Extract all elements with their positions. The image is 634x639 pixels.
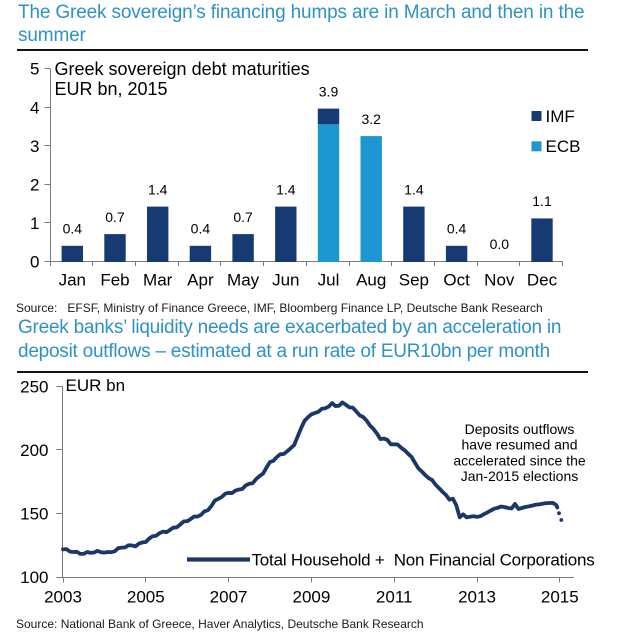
- svg-text:2005: 2005: [127, 587, 165, 606]
- svg-text:2013: 2013: [458, 587, 496, 606]
- svg-text:May: May: [227, 271, 260, 290]
- svg-text:0.0: 0.0: [490, 236, 510, 252]
- svg-text:200: 200: [20, 441, 48, 460]
- svg-text:2007: 2007: [210, 587, 248, 606]
- svg-text:Sep: Sep: [399, 271, 429, 290]
- svg-text:1.4: 1.4: [148, 181, 168, 197]
- svg-text:2011: 2011: [376, 587, 413, 606]
- svg-text:Total Household + Non Financi: Total Household + Non Financial Corporat…: [252, 550, 595, 569]
- svg-text:2015: 2015: [541, 587, 579, 606]
- svg-text:Mar: Mar: [143, 271, 173, 290]
- svg-text:Deposits outflows: Deposits outflows: [465, 421, 575, 437]
- svg-text:Feb: Feb: [100, 271, 129, 290]
- svg-text:5: 5: [30, 60, 39, 79]
- svg-text:Dec: Dec: [527, 271, 558, 290]
- svg-text:0: 0: [30, 253, 39, 272]
- svg-text:have resumed and: have resumed and: [462, 437, 578, 453]
- svg-text:0.4: 0.4: [191, 221, 211, 237]
- svg-text:EUR bn, 2015: EUR bn, 2015: [55, 79, 168, 99]
- svg-text:Jan-2015 elections: Jan-2015 elections: [461, 468, 579, 484]
- svg-text:4: 4: [30, 98, 39, 117]
- svg-text:150: 150: [20, 505, 48, 524]
- svg-text:0.4: 0.4: [447, 221, 467, 237]
- svg-text:3.9: 3.9: [319, 83, 339, 99]
- svg-text:Jun: Jun: [272, 271, 299, 290]
- svg-text:3: 3: [30, 137, 39, 156]
- svg-text:2: 2: [30, 176, 39, 195]
- svg-text:1: 1: [30, 214, 39, 233]
- svg-text:ECB: ECB: [546, 137, 581, 156]
- svg-text:0.7: 0.7: [105, 209, 125, 225]
- svg-text:Jul: Jul: [318, 271, 340, 290]
- svg-text:EUR bn: EUR bn: [66, 376, 126, 395]
- svg-text:IMF: IMF: [546, 107, 575, 126]
- svg-text:250: 250: [20, 377, 48, 396]
- svg-text:accelerated since the: accelerated since the: [453, 452, 586, 468]
- svg-text:1.4: 1.4: [276, 181, 296, 197]
- svg-text:2003: 2003: [44, 587, 82, 606]
- svg-text:Nov: Nov: [484, 271, 515, 290]
- svg-text:1.1: 1.1: [532, 193, 552, 209]
- svg-text:0.4: 0.4: [63, 221, 83, 237]
- svg-text:Greek sovereign debt maturitie: Greek sovereign debt maturities: [55, 59, 310, 79]
- svg-text:Jan: Jan: [59, 271, 86, 290]
- svg-text:0.7: 0.7: [233, 209, 253, 225]
- svg-text:Apr: Apr: [187, 271, 214, 290]
- svg-text:2009: 2009: [292, 587, 330, 606]
- svg-text:1.4: 1.4: [404, 181, 424, 197]
- svg-text:Oct: Oct: [443, 271, 470, 290]
- svg-text:Aug: Aug: [356, 271, 386, 290]
- svg-text:100: 100: [20, 568, 48, 587]
- svg-text:3.2: 3.2: [361, 111, 381, 127]
